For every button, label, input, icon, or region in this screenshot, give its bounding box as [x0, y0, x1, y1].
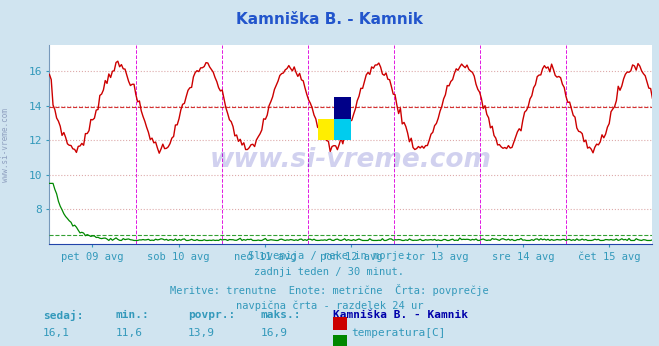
Text: www.si-vreme.com: www.si-vreme.com — [210, 147, 492, 173]
Text: Meritve: trenutne  Enote: metrične  Črta: povprečje: Meritve: trenutne Enote: metrične Črta: … — [170, 284, 489, 296]
Text: 16,1: 16,1 — [43, 328, 70, 338]
Text: 13,9: 13,9 — [188, 328, 215, 338]
Text: 16,9: 16,9 — [260, 328, 287, 338]
Text: min.:: min.: — [115, 310, 149, 320]
Bar — [318, 119, 334, 140]
Text: Kamniška B. - Kamnik: Kamniška B. - Kamnik — [236, 12, 423, 27]
Text: temperatura[C]: temperatura[C] — [351, 328, 445, 338]
Text: Slovenija / reke in morje.: Slovenija / reke in morje. — [248, 251, 411, 261]
Text: Kamniška B. - Kamnik: Kamniška B. - Kamnik — [333, 310, 468, 320]
Text: www.si-vreme.com: www.si-vreme.com — [1, 108, 10, 182]
Text: navpična črta - razdelek 24 ur: navpična črta - razdelek 24 ur — [236, 301, 423, 311]
Bar — [334, 119, 351, 140]
Bar — [334, 97, 351, 119]
Text: maks.:: maks.: — [260, 310, 301, 320]
Text: 11,6: 11,6 — [115, 328, 142, 338]
Text: zadnji teden / 30 minut.: zadnji teden / 30 minut. — [254, 267, 405, 277]
Text: sedaj:: sedaj: — [43, 310, 83, 321]
Text: povpr.:: povpr.: — [188, 310, 235, 320]
